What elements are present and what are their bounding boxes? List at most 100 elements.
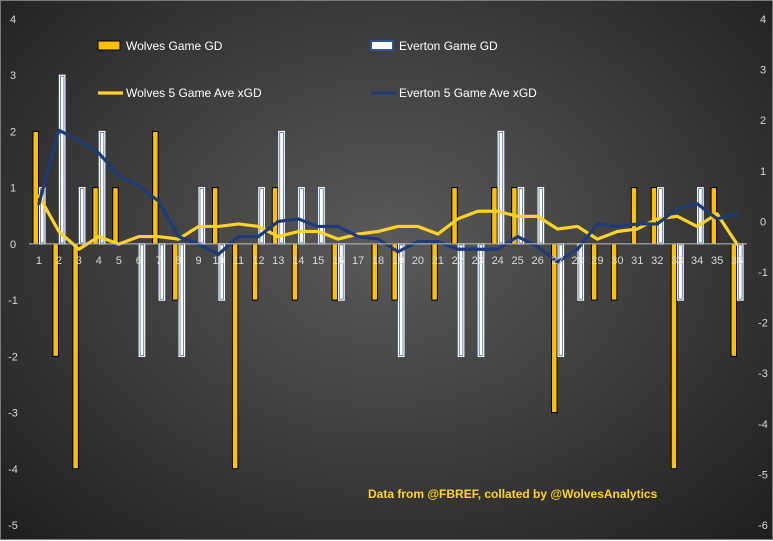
legend-item-everton-game-gd: Everton Game GD	[370, 39, 498, 53]
left-y-tick-label: -2	[8, 351, 18, 363]
left-y-tick-label: -1	[8, 295, 18, 307]
right-y-tick-label: 0	[760, 216, 766, 228]
x-tick-label: 6	[136, 255, 142, 267]
everton-game-gd-bar-inner	[80, 188, 84, 243]
wolves-game-gd-bar	[211, 187, 219, 245]
left-y-tick-label: -5	[8, 520, 18, 532]
x-tick-label: 18	[372, 255, 384, 267]
everton-game-gd-bar-inner	[160, 245, 164, 299]
x-tick-label: 11	[233, 255, 244, 267]
everton-game-gd-bar-inner	[678, 245, 682, 299]
x-tick-label: 16	[332, 255, 344, 267]
wolves-game-gd-bar	[371, 243, 379, 301]
x-tick-label: 12	[252, 255, 264, 267]
legend: Wolves Game GD Everton Game GD Wolves 5 Ga…	[97, 39, 537, 100]
left-y-tick-label: 0	[10, 239, 16, 251]
right-y-tick-labels: -6 -5 -4 -3 -2 -1 0 1 2 3 4	[758, 14, 768, 532]
legend-label: Wolves Game GD	[126, 39, 223, 53]
everton-game-gd-bar-inner	[200, 188, 204, 243]
everton-game-gd-bar-inner	[459, 245, 463, 356]
everton-game-gd-bar-inner	[579, 245, 583, 299]
right-y-tick-label: 4	[760, 14, 766, 26]
x-tick-label: 24	[492, 255, 504, 267]
x-tick-label: 17	[352, 255, 364, 267]
x-tick-label: 32	[651, 255, 663, 267]
everton-game-gd-bar-inner	[40, 188, 44, 243]
right-y-tick-label: -3	[758, 368, 768, 380]
x-tick-label: 21	[432, 255, 444, 267]
everton-game-gd-bar-inner	[659, 188, 662, 243]
left-y-tick-label: -4	[8, 464, 18, 476]
x-tick-label: 13	[272, 255, 284, 267]
legend-label: Everton 5 Game Ave xGD	[399, 86, 537, 100]
legend-label: Everton Game GD	[399, 39, 498, 53]
x-tick-label: 3	[76, 255, 82, 267]
wolves-game-gd-bar	[172, 243, 179, 301]
everton-game-gd-bar-inner	[100, 132, 104, 243]
x-tick-label: 26	[531, 255, 543, 267]
legend-swatch	[370, 40, 394, 51]
bars-layer	[32, 74, 744, 470]
x-tick-label: 19	[392, 255, 404, 267]
lines-layer	[37, 128, 739, 264]
wolves-game-gd-bar	[630, 187, 638, 245]
wolves-game-gd-bar	[491, 187, 498, 245]
credit-annotation: Data from @FBREF, collated by @WolvesAna…	[368, 487, 658, 501]
legend-label: Wolves 5 Game Ave xGD	[126, 86, 262, 100]
wolves-game-gd-bar	[251, 243, 259, 301]
right-y-tick-label: -5	[758, 469, 768, 481]
left-y-tick-label: 3	[10, 70, 16, 82]
everton-game-gd-bar-inner	[260, 188, 264, 243]
everton-game-gd-bar-inner	[399, 245, 403, 356]
everton-game-gd-bar-inner	[180, 245, 184, 356]
everton-game-gd-bar-inner	[300, 188, 303, 243]
x-tick-label: 8	[176, 255, 182, 267]
wolves-5-game-ave-xgd-line	[37, 194, 739, 251]
left-y-tick-label: 4	[10, 14, 16, 26]
x-tick-label: 15	[312, 255, 324, 267]
x-tick-label: 36	[731, 255, 743, 267]
x-tick-label: 5	[116, 255, 122, 267]
x-tick-label: 31	[631, 255, 643, 267]
x-tick-label: 25	[512, 255, 524, 267]
x-tick-label: 7	[156, 255, 162, 267]
wolves-game-gd-bar	[112, 187, 119, 245]
x-tick-label: 10	[212, 255, 224, 267]
everton-game-gd-bar-inner	[499, 132, 503, 243]
left-y-tick-label: 2	[10, 126, 16, 138]
x-tick-label: 20	[412, 255, 424, 267]
wolves-game-gd-bar	[551, 243, 558, 414]
everton-5-game-ave-xgd-line	[37, 128, 739, 264]
wolves-game-gd-bar	[92, 187, 99, 245]
left-y-tick-labels: -5 -4 -3 -2 -1 0 1 2 3 4	[8, 14, 18, 532]
wolves-game-gd-bar	[431, 243, 438, 301]
wolves-game-gd-bar	[590, 243, 598, 301]
left-y-tick-label: -3	[8, 408, 18, 420]
x-tick-label: 30	[611, 255, 623, 267]
x-tick-label: 23	[472, 255, 484, 267]
everton-game-gd-bar-inner	[339, 245, 343, 299]
everton-game-gd-bar-inner	[479, 245, 483, 356]
x-tick-label: 27	[551, 255, 563, 267]
right-y-tick-label: 2	[760, 115, 766, 127]
wolves-game-gd-bar	[32, 130, 39, 245]
everton-game-gd-bar-inner	[698, 188, 702, 243]
x-tick-label: 34	[691, 255, 703, 267]
wolves-game-gd-bar	[331, 243, 339, 301]
right-y-tick-label: -2	[758, 318, 768, 330]
everton-game-gd-bar-inner	[319, 188, 323, 243]
everton-game-gd-bar-inner	[220, 245, 224, 299]
x-tick-label: 28	[571, 255, 583, 267]
x-tick-label: 33	[671, 255, 683, 267]
everton-game-gd-bar-inner	[140, 245, 144, 356]
legend-item-wolves-game-gd: Wolves Game GD	[97, 39, 223, 53]
x-tick-label: 4	[96, 255, 102, 267]
x-tick-label: 9	[195, 255, 201, 267]
x-tick-label: 2	[56, 255, 62, 267]
wolves-game-gd-bar	[610, 243, 618, 301]
wolves-game-gd-bar	[72, 243, 79, 470]
right-y-tick-label: -1	[758, 267, 768, 279]
everton-game-gd-bar-inner	[559, 245, 563, 356]
